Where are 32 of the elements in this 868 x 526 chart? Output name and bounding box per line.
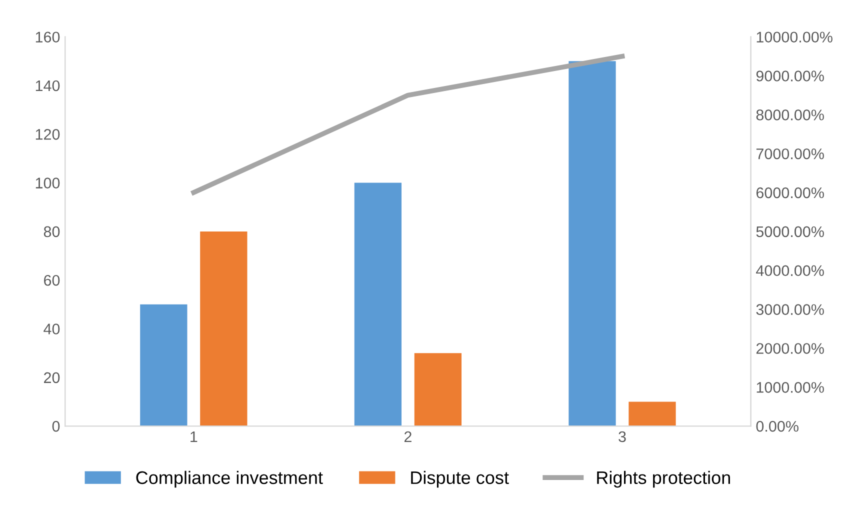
legend-label: Compliance investment <box>136 470 323 488</box>
y-tick-label: 100 <box>36 178 60 188</box>
bar <box>414 353 462 426</box>
y2-tick-label: 3000.00% <box>756 304 824 315</box>
y2-tick-label: 10000.00% <box>756 32 832 43</box>
bar <box>568 61 616 426</box>
x-tick-label: 2 <box>404 431 412 442</box>
y-tick-label: 20 <box>44 372 60 384</box>
y-tick-label: 40 <box>44 324 60 334</box>
legend-label: Dispute cost <box>411 470 509 488</box>
bar <box>628 402 676 426</box>
y2-tick-label: 4000.00% <box>756 265 824 276</box>
y-tick-label: 140 <box>36 80 60 92</box>
y2-tick-label: 8000.00% <box>756 110 824 120</box>
bar <box>354 182 402 426</box>
x-tick-label: 3 <box>618 431 626 442</box>
bar <box>140 304 188 426</box>
y2-tick-label: 0.00% <box>756 420 798 432</box>
y2-tick-label: 9000.00% <box>756 70 824 82</box>
y2-tick-label: 6000.00% <box>756 187 824 198</box>
bar <box>200 231 248 426</box>
y2-tick-label: 5000.00% <box>756 226 824 238</box>
legend-label: Rights protection <box>597 470 730 488</box>
y-tick-label: 60 <box>44 274 60 286</box>
y-tick-label: 160 <box>36 32 60 43</box>
y-tick-label: 120 <box>36 129 60 140</box>
y2-tick-label: 2000.00% <box>756 343 824 354</box>
y-tick-label: 80 <box>44 226 60 238</box>
y2-tick-label: 7000.00% <box>756 148 824 160</box>
y-tick-label: 0 <box>52 420 60 432</box>
y2-tick-label: 1000.00% <box>756 382 824 393</box>
x-tick-label: 1 <box>190 431 198 442</box>
